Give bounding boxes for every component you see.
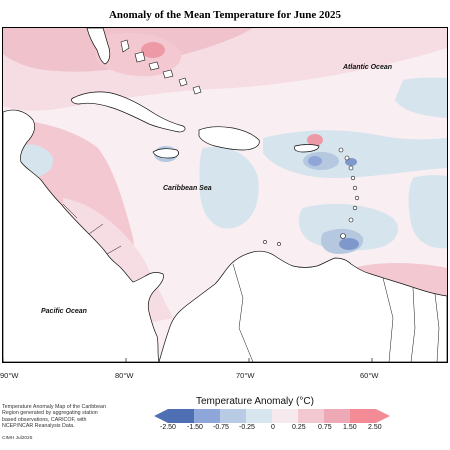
anomaly-pink-hotspot-bahamas xyxy=(141,42,165,58)
land-jamaica xyxy=(152,148,179,159)
lon-label-90w: 90°W xyxy=(0,371,19,380)
anomaly-blue-caribbean xyxy=(199,147,259,229)
legend-swatch-5 xyxy=(272,409,298,423)
legend-swatch-6 xyxy=(298,409,324,423)
legend-tick: -1.50 xyxy=(187,424,203,431)
legend-tick: 0.75 xyxy=(318,424,332,431)
legend-tick: -0.75 xyxy=(213,424,229,431)
anomaly-blue-atlantic xyxy=(395,77,447,118)
legend-swatch-8 xyxy=(350,409,376,423)
map-credit: CIMH Jul2025 xyxy=(2,436,33,441)
legend-tick: 0.25 xyxy=(292,424,306,431)
atlantic-ocean-label: Atlantic Ocean xyxy=(343,64,393,71)
legend-tick: 2.50 xyxy=(368,424,382,431)
legend-tick: 0 xyxy=(271,424,275,431)
lon-ticks xyxy=(3,358,373,362)
anomaly-blue-east xyxy=(408,175,447,249)
legend-swatch-0 xyxy=(154,409,168,423)
legend-swatch-9 xyxy=(376,409,390,423)
legend-tick: -2.50 xyxy=(160,424,176,431)
lon-label-60w: 60°W xyxy=(360,371,379,380)
legend-swatch-3 xyxy=(220,409,246,423)
land-puerto-rico xyxy=(294,144,320,153)
land-lesser-antilles xyxy=(263,147,360,246)
land-south-america xyxy=(158,250,447,362)
land-central-america xyxy=(3,109,164,362)
anomaly-pink-hispaniola xyxy=(307,134,323,146)
country-borders xyxy=(62,203,440,362)
legend-tick: 1.50 xyxy=(343,424,357,431)
pacific-ocean-label: Pacific Ocean xyxy=(41,308,87,315)
legend-tick: -0.25 xyxy=(239,424,255,431)
land-hispaniola xyxy=(198,126,260,151)
anomaly-blue-pr-core xyxy=(308,156,322,166)
lon-label-80w: 80°W xyxy=(115,371,134,380)
anomaly-map: Atlantic Ocean Caribbean Sea Pacific Oce… xyxy=(2,27,448,363)
legend-swatch-1 xyxy=(168,409,194,423)
caribbean-sea-label: Caribbean Sea xyxy=(163,185,212,192)
legend-title: Temperature Anomaly (°C) xyxy=(196,396,314,407)
anomaly-blue-trinidad xyxy=(339,238,359,250)
land-bahamas xyxy=(120,39,202,95)
map-title: Anomaly of the Mean Temperature for June… xyxy=(108,9,342,21)
lon-label-70w: 70°W xyxy=(236,371,255,380)
land-florida xyxy=(86,28,111,65)
legend-swatch-4 xyxy=(246,409,272,423)
legend-swatch-7 xyxy=(324,409,350,423)
legend-colorbar xyxy=(154,409,390,423)
land-cuba xyxy=(71,91,186,133)
map-footnote: Temperature Anomaly Map of the Caribbean… xyxy=(2,404,106,429)
legend-swatch-2 xyxy=(194,409,220,423)
